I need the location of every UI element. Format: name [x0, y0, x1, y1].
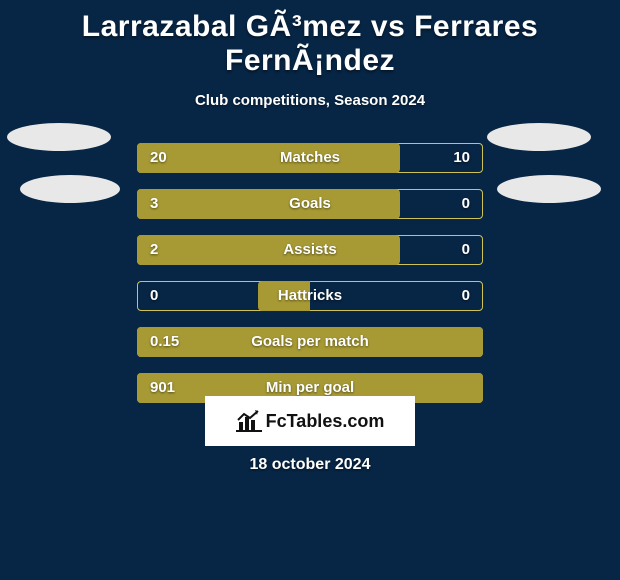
left-value: 20: [150, 143, 167, 173]
logo-box: FcTables.com: [205, 396, 415, 446]
date-label: 18 october 2024: [0, 456, 620, 474]
placeholder-oval: [7, 123, 111, 151]
stat-label: Assists: [0, 235, 620, 265]
right-value: 0: [462, 189, 470, 219]
right-value: 10: [453, 143, 470, 173]
stat-label: Hattricks: [0, 281, 620, 311]
stat-row: Hattricks0 0: [0, 281, 620, 311]
left-value: 0: [150, 281, 158, 311]
stat-row: Goals per match0.15: [0, 327, 620, 357]
chart-icon: [236, 410, 262, 432]
left-value: 2: [150, 235, 158, 265]
subtitle: Club competitions, Season 2024: [0, 92, 620, 109]
stat-label: Goals per match: [0, 327, 620, 357]
right-value: 0: [462, 235, 470, 265]
stat-row: Assists2 0: [0, 235, 620, 265]
placeholder-oval: [497, 175, 601, 203]
left-value: 3: [150, 189, 158, 219]
placeholder-oval: [20, 175, 120, 203]
right-value: 0: [462, 281, 470, 311]
logo-text: FcTables.com: [266, 411, 385, 432]
left-value: 0.15: [150, 327, 179, 357]
left-value: 901: [150, 373, 175, 403]
placeholder-oval: [487, 123, 591, 151]
page-title: Larrazabal GÃ³mez vs Ferrares FernÃ¡ndez: [0, 0, 620, 78]
